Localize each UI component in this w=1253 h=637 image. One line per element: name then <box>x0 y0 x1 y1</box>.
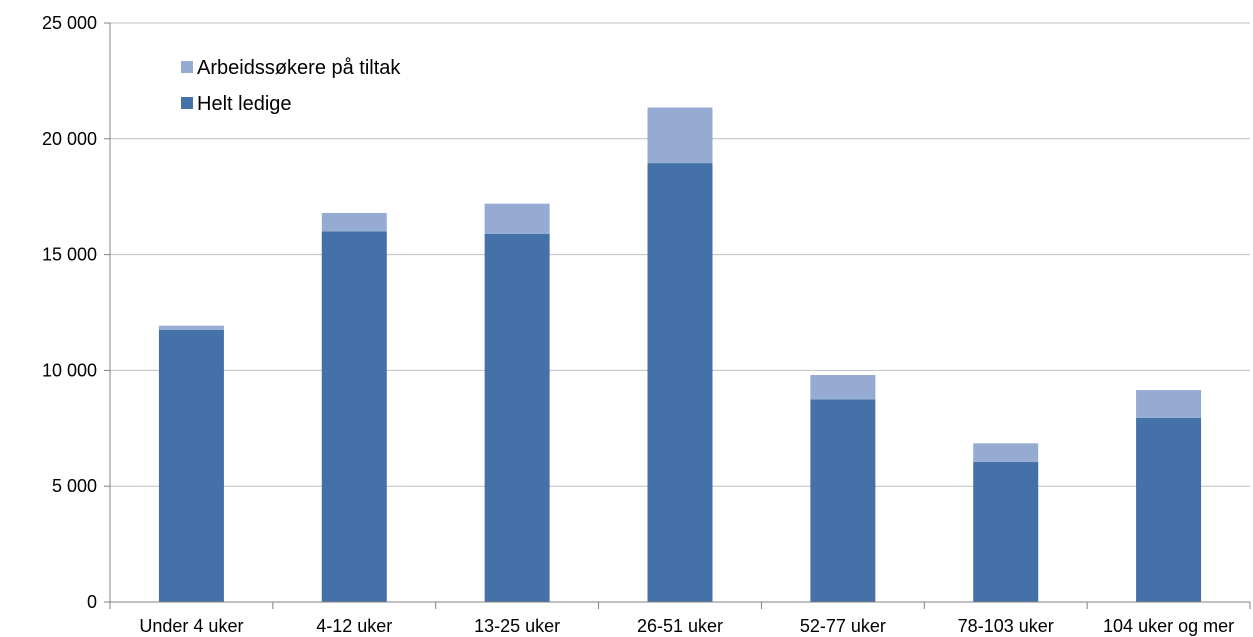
bar-helt-ledige-26-51-uker <box>647 163 713 603</box>
x-tick-label-4-12-uker: 4-12 uker <box>316 616 392 636</box>
legend: Arbeidssøkere på tiltak Helt ledige <box>181 57 401 115</box>
legend-swatch-helt-ledige <box>181 97 193 109</box>
y-tick-label-5000: 5 000 <box>52 476 97 496</box>
y-tick-label-25000: 25 000 <box>42 13 97 33</box>
x-tick-label-under-4-uker: Under 4 uker <box>139 616 243 636</box>
bar-arbeidssokere-pa-tiltak-13-25-uker <box>484 203 550 234</box>
bar-helt-ledige-under-4-uker <box>158 329 224 602</box>
y-tick-label-10000: 10 000 <box>42 360 97 380</box>
bar-helt-ledige-52-77-uker <box>810 399 876 602</box>
y-tick-label-20000: 20 000 <box>42 129 97 149</box>
x-tick-label-26-51-uker: 26-51 uker <box>637 616 723 636</box>
bar-arbeidssokere-pa-tiltak-26-51-uker <box>647 107 713 164</box>
bar-arbeidssokere-pa-tiltak-under-4-uker <box>158 325 224 330</box>
x-tick-label-78-103-uker: 78-103 uker <box>958 616 1054 636</box>
bar-helt-ledige-104-uker-og-mer <box>1136 417 1202 602</box>
y-tick-label-0: 0 <box>87 592 97 612</box>
bar-helt-ledige-4-12-uker <box>321 231 387 602</box>
x-tick-labels: Under 4 uker 4-12 uker 13-25 uker 26-51 uke… <box>139 616 1234 636</box>
bar-arbeidssokere-pa-tiltak-104-uker-og-mer <box>1136 390 1202 418</box>
axes <box>104 22 1251 609</box>
bar-helt-ledige-13-25-uker <box>484 233 550 603</box>
bar-arbeidssokere-pa-tiltak-4-12-uker <box>321 212 387 232</box>
bars <box>158 107 1202 603</box>
bar-arbeidssokere-pa-tiltak-52-77-uker <box>810 375 876 400</box>
legend-label-arbeidssokere: Arbeidssøkere på tiltak <box>197 57 401 79</box>
legend-swatch-arbeidssokere <box>181 61 193 73</box>
x-tick-label-52-77-uker: 52-77 uker <box>800 616 886 636</box>
bar-arbeidssokere-pa-tiltak-78-103-uker <box>973 443 1039 462</box>
x-tick-label-13-25-uker: 13-25 uker <box>474 616 560 636</box>
bar-helt-ledige-78-103-uker <box>973 461 1039 602</box>
legend-label-helt-ledige: Helt ledige <box>197 93 292 115</box>
y-tick-labels: 0 5 000 10 000 15 000 20 000 25 000 <box>42 13 97 612</box>
y-tick-label-15000: 15 000 <box>42 245 97 265</box>
x-tick-label-104-uker-og-mer: 104 uker og mer <box>1103 616 1234 636</box>
